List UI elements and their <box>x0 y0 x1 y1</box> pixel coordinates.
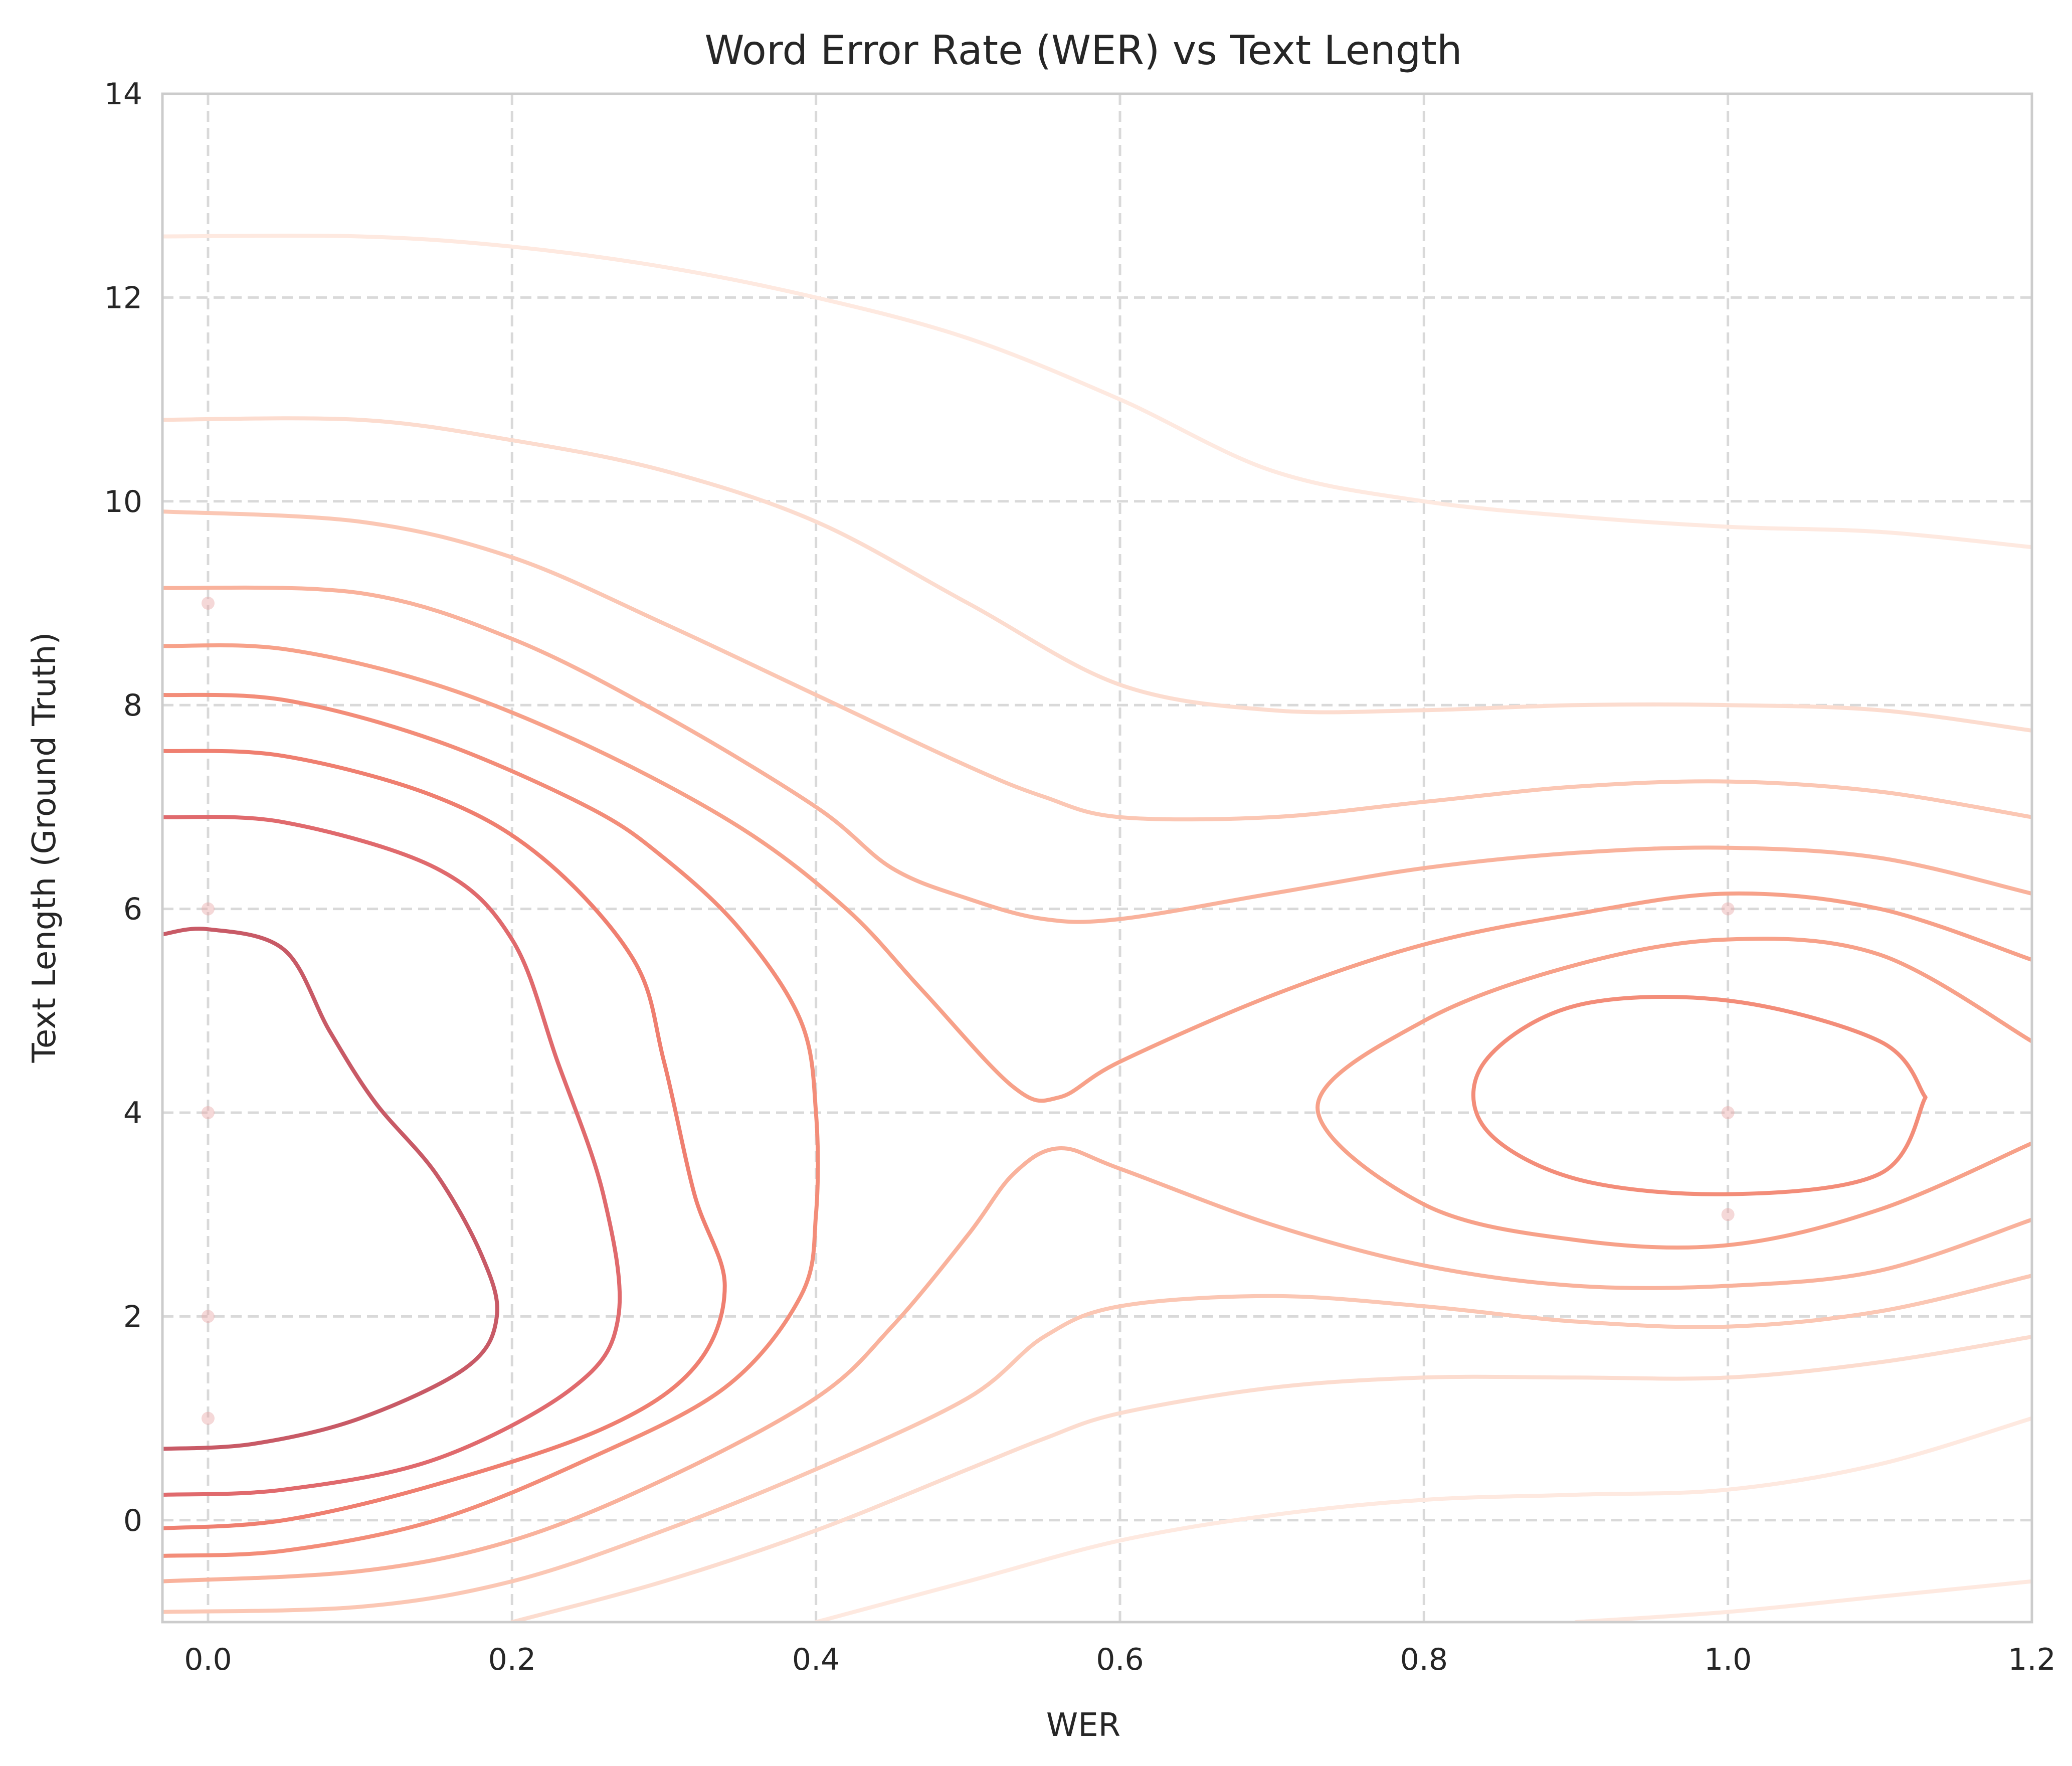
y-tick-label: 4 <box>123 1096 142 1131</box>
data-point <box>201 1411 215 1425</box>
contour-line-level-2 <box>162 416 2032 733</box>
contour-line-level-8 <box>162 815 622 1497</box>
data-point <box>201 597 215 610</box>
contour-line-level-4 <box>162 585 2032 924</box>
y-tick-label: 14 <box>104 77 142 112</box>
x-tick-label: 0.2 <box>488 1642 536 1677</box>
contour-line-level-7 <box>162 749 727 1531</box>
contour-lines <box>162 233 2032 1622</box>
plot-area-border <box>161 92 2033 1624</box>
contour-line-level-9 <box>162 927 499 1451</box>
x-tick-label: 1.0 <box>1704 1642 1752 1677</box>
chart-title: Word Error Rate (WER) vs Text Length <box>704 27 1462 74</box>
y-tick-label: 0 <box>123 1503 142 1538</box>
data-points <box>201 597 1735 1425</box>
contour-line-level-1 <box>1574 1579 2032 1622</box>
y-tick-label: 6 <box>123 892 142 927</box>
axes-frame <box>161 92 2033 1624</box>
contour-line-level-1 <box>814 1416 2032 1622</box>
data-point <box>201 1106 215 1119</box>
y-tick-label: 8 <box>123 688 142 723</box>
y-tick-label: 12 <box>104 280 142 315</box>
contour-line-level-4 <box>162 1146 2032 1583</box>
data-point <box>201 1310 215 1323</box>
x-tick-label: 0.0 <box>184 1642 232 1677</box>
x-tick-label: 0.8 <box>1400 1642 1448 1677</box>
contour-line-level-2 <box>510 1335 2032 1622</box>
contour-line-level-6 <box>162 692 820 1558</box>
contour-line-level-1 <box>162 233 2032 550</box>
data-point <box>1721 1106 1735 1119</box>
data-point <box>1721 902 1735 916</box>
y-axis-label: Text Length (Ground Truth) <box>26 632 63 1064</box>
y-tick-label: 10 <box>104 484 142 519</box>
y-tick-label: 2 <box>123 1299 142 1334</box>
x-tick-label: 1.2 <box>2008 1642 2055 1677</box>
contour-line-level-5 <box>1315 937 2032 1250</box>
contour-line-level-6 <box>1471 995 1928 1196</box>
data-point <box>1721 1208 1735 1221</box>
tick-labels: 0.0 0.2 0.4 0.6 0.8 1.0 1.2 0 2 4 6 8 10 12 14 <box>104 77 2056 1677</box>
data-point <box>201 902 215 916</box>
x-tick-label: 0.4 <box>792 1642 840 1677</box>
x-axis-label: WER <box>1046 1707 1120 1744</box>
contour-line-level-5 <box>162 643 2032 1103</box>
contour-line-level-3 <box>162 509 2032 822</box>
x-tick-label: 0.6 <box>1096 1642 1144 1677</box>
contour-line-level-3 <box>162 1274 2032 1614</box>
